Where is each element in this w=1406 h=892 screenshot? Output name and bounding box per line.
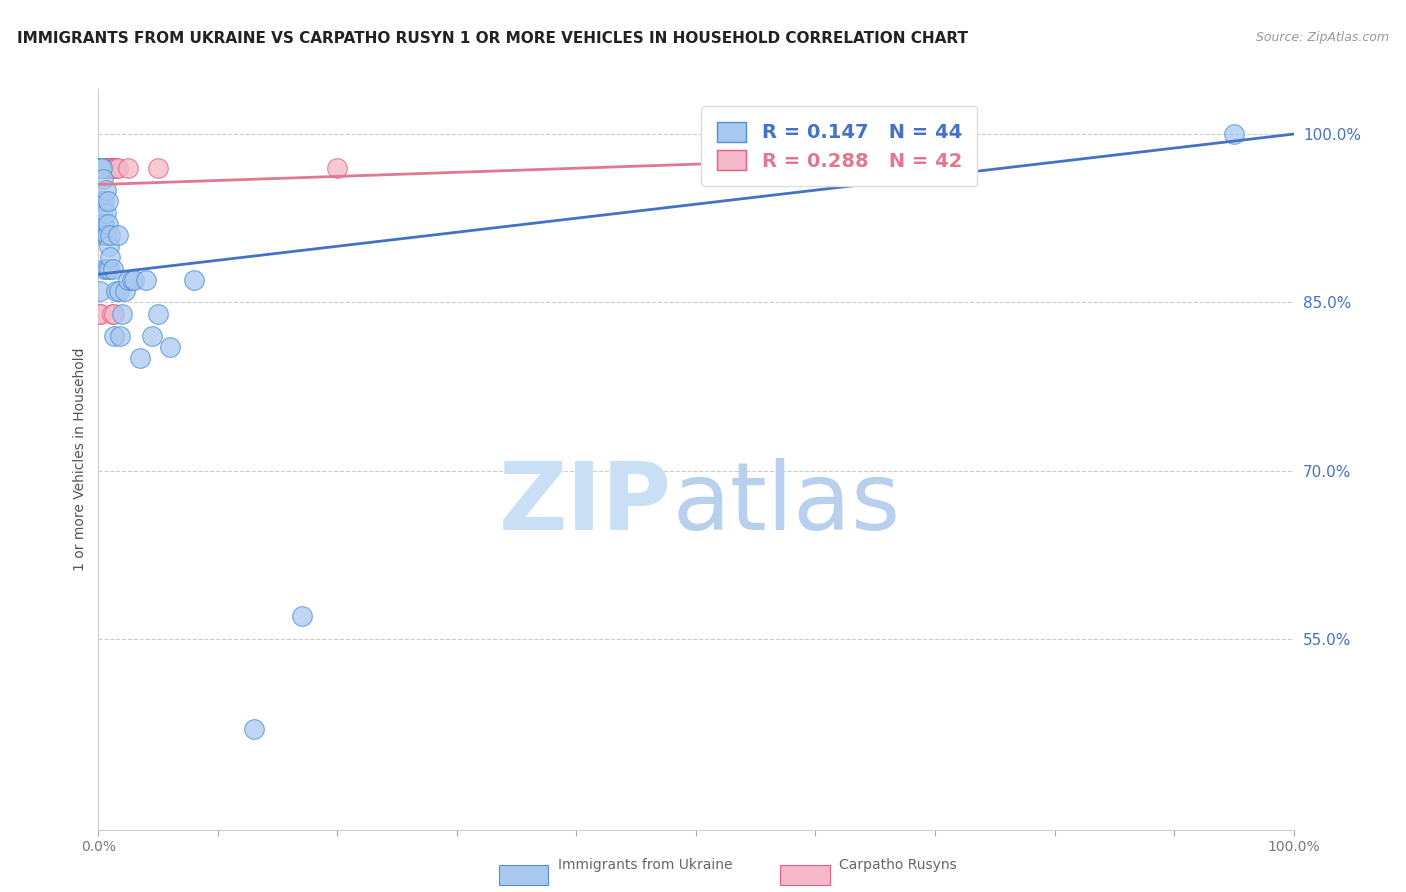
Point bbox=[89, 307, 111, 321]
Point bbox=[91, 194, 114, 209]
Point bbox=[98, 161, 122, 175]
Point bbox=[98, 251, 122, 265]
Point bbox=[90, 161, 112, 175]
Point bbox=[91, 161, 114, 175]
Point bbox=[91, 161, 114, 175]
Text: ZIP: ZIP bbox=[499, 458, 672, 549]
Point bbox=[94, 183, 117, 197]
Point bbox=[129, 351, 152, 366]
Point bbox=[97, 161, 120, 175]
Point bbox=[96, 161, 118, 175]
Point bbox=[107, 161, 129, 175]
Point bbox=[135, 273, 157, 287]
Point bbox=[91, 161, 114, 175]
Point bbox=[97, 217, 120, 231]
Point bbox=[105, 284, 128, 298]
Point bbox=[97, 161, 120, 175]
Text: IMMIGRANTS FROM UKRAINE VS CARPATHO RUSYN 1 OR MORE VEHICLES IN HOUSEHOLD CORREL: IMMIGRANTS FROM UKRAINE VS CARPATHO RUSY… bbox=[17, 31, 967, 46]
Point bbox=[1223, 127, 1246, 141]
Point bbox=[93, 161, 115, 175]
Point bbox=[98, 161, 121, 175]
Point bbox=[326, 161, 349, 175]
Point bbox=[101, 261, 124, 276]
Point bbox=[243, 722, 266, 736]
Point bbox=[96, 161, 118, 175]
Point bbox=[91, 161, 114, 175]
Point bbox=[90, 161, 112, 175]
Y-axis label: 1 or more Vehicles in Household: 1 or more Vehicles in Household bbox=[73, 348, 87, 571]
Point bbox=[93, 261, 115, 276]
Point bbox=[93, 194, 115, 209]
Point bbox=[96, 261, 118, 276]
Point bbox=[100, 307, 122, 321]
Point bbox=[93, 161, 115, 175]
Point bbox=[91, 161, 114, 175]
Point bbox=[91, 161, 114, 175]
Point bbox=[98, 239, 121, 253]
Point bbox=[90, 161, 112, 175]
Point bbox=[94, 161, 117, 175]
Point bbox=[94, 205, 117, 219]
Point bbox=[117, 273, 139, 287]
Point bbox=[111, 307, 134, 321]
Point bbox=[91, 161, 114, 175]
Point bbox=[107, 227, 129, 242]
Point bbox=[89, 161, 111, 175]
Point bbox=[97, 161, 120, 175]
Point bbox=[98, 227, 122, 242]
Point bbox=[98, 161, 121, 175]
Point bbox=[91, 217, 114, 231]
Point bbox=[90, 161, 112, 175]
Point bbox=[93, 161, 115, 175]
Point bbox=[148, 161, 170, 175]
Text: Immigrants from Ukraine: Immigrants from Ukraine bbox=[558, 858, 733, 872]
Point bbox=[91, 172, 114, 186]
Point bbox=[89, 284, 111, 298]
Point bbox=[103, 329, 125, 343]
Point bbox=[104, 161, 127, 175]
Point bbox=[93, 217, 115, 231]
Point bbox=[91, 161, 114, 175]
Point bbox=[105, 161, 128, 175]
Text: atlas: atlas bbox=[672, 458, 900, 549]
Point bbox=[107, 284, 129, 298]
Point bbox=[98, 261, 121, 276]
Point bbox=[91, 194, 114, 209]
Point bbox=[91, 227, 114, 242]
Point bbox=[89, 307, 111, 321]
Point bbox=[103, 307, 125, 321]
Point bbox=[94, 161, 117, 175]
Point bbox=[124, 273, 146, 287]
Point bbox=[159, 340, 181, 354]
Point bbox=[93, 161, 115, 175]
Point bbox=[94, 161, 117, 175]
Point bbox=[93, 161, 115, 175]
Legend: R = 0.147   N = 44, R = 0.288   N = 42: R = 0.147 N = 44, R = 0.288 N = 42 bbox=[702, 106, 977, 186]
Point bbox=[101, 161, 124, 175]
Point bbox=[148, 307, 170, 321]
Point bbox=[291, 609, 314, 624]
Point bbox=[108, 329, 131, 343]
Point bbox=[98, 161, 122, 175]
Point bbox=[94, 227, 117, 242]
Point bbox=[97, 194, 120, 209]
Text: Source: ZipAtlas.com: Source: ZipAtlas.com bbox=[1256, 31, 1389, 45]
Point bbox=[96, 227, 118, 242]
Point bbox=[183, 273, 205, 287]
Point bbox=[90, 217, 112, 231]
Point bbox=[117, 161, 139, 175]
Point bbox=[91, 205, 114, 219]
Point bbox=[141, 329, 163, 343]
Point bbox=[114, 284, 136, 298]
Point bbox=[96, 161, 118, 175]
Text: Carpatho Rusyns: Carpatho Rusyns bbox=[839, 858, 957, 872]
Point bbox=[121, 273, 143, 287]
Point bbox=[89, 161, 111, 175]
Point bbox=[90, 161, 112, 175]
